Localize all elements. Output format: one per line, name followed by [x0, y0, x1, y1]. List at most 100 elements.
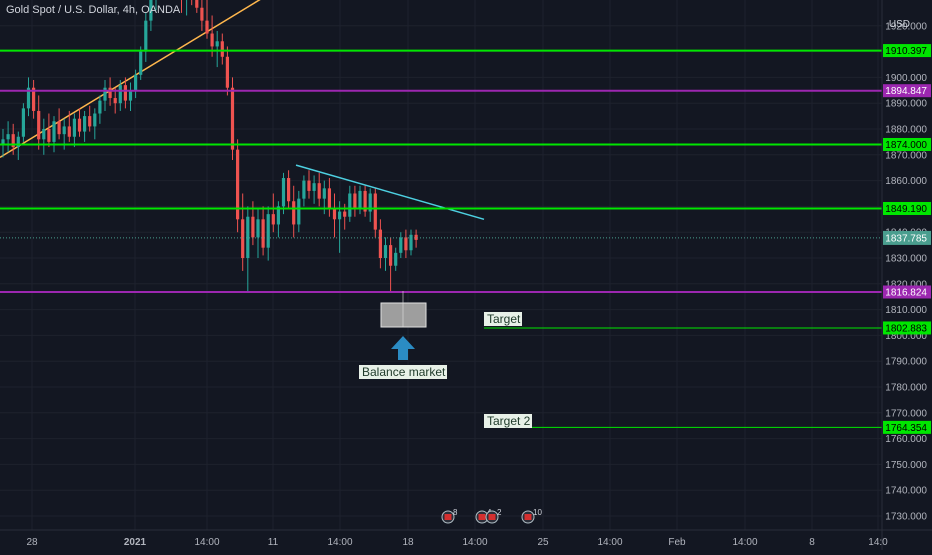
- candle-body: [287, 178, 291, 202]
- candle-body: [47, 129, 51, 142]
- candle-body: [236, 149, 240, 220]
- candle-body: [67, 126, 71, 137]
- balance-zone-box[interactable]: [380, 302, 427, 328]
- candle-body: [297, 198, 301, 225]
- event-flag-mark: [488, 514, 496, 520]
- currency-label: USD: [888, 19, 910, 30]
- level-price-tag-bg: [883, 44, 931, 58]
- candle-body: [32, 87, 36, 111]
- candle-body: [292, 201, 296, 225]
- balance-market-label-bg: [359, 365, 447, 379]
- candle-body: [409, 234, 413, 251]
- x-tick-label: 2021: [124, 537, 147, 548]
- candle-body: [11, 134, 15, 148]
- last-price-tag: 1837.785: [885, 233, 927, 244]
- candle-body: [37, 110, 41, 140]
- y-tick-label: 1920.000: [885, 21, 927, 32]
- candle-body: [230, 87, 235, 150]
- level-price-tag-bg: [883, 137, 931, 151]
- candle-body: [16, 136, 20, 148]
- candle-body: [128, 90, 133, 101]
- candle-body: [62, 126, 66, 135]
- candle-body: [373, 193, 377, 230]
- event-flag-mark: [524, 514, 532, 520]
- candle-body: [149, 0, 153, 21]
- candle-body: [26, 87, 31, 109]
- candle-body: [21, 108, 25, 137]
- level-price-tag: 1802.883: [885, 323, 927, 334]
- level-price-tag-bg: [883, 420, 931, 434]
- candle-body: [113, 98, 117, 104]
- candle-body: [363, 190, 367, 212]
- candle-body: [332, 208, 337, 220]
- candle-body: [322, 188, 326, 199]
- candle-body: [93, 113, 97, 127]
- candle-body: [338, 211, 342, 220]
- candle-body: [118, 85, 122, 104]
- level-price-tag: 1849.190: [885, 204, 927, 215]
- chart-title: Gold Spot / U.S. Dollar, 4h, OANDA: [6, 4, 181, 16]
- candle-body: [134, 74, 138, 91]
- candle-body: [302, 180, 306, 199]
- candle-body: [98, 100, 102, 114]
- y-tick-label: 1750.000: [885, 460, 927, 471]
- x-tick-label: 14:0: [868, 537, 888, 548]
- x-tick-label: 18: [402, 537, 414, 548]
- candle-body: [215, 41, 219, 47]
- candle-body: [42, 129, 46, 140]
- candle-body: [139, 51, 143, 75]
- candle-body: [281, 178, 286, 207]
- candle-body: [144, 20, 148, 52]
- x-tick-label: Feb: [668, 537, 686, 548]
- candle-body: [404, 237, 408, 251]
- downtrend-line[interactable]: [295, 164, 485, 221]
- y-tick-label: 1780.000: [885, 383, 927, 394]
- y-tick-label: 1760.000: [885, 434, 927, 445]
- candle-body: [108, 87, 112, 99]
- x-tick-label: 14:00: [732, 537, 757, 548]
- candle-body: [195, 0, 199, 8]
- level-price-tag-bg: [883, 285, 931, 299]
- candle-body: [251, 216, 255, 238]
- candle-body: [276, 206, 280, 225]
- candle-body: [210, 33, 214, 47]
- candle-body: [57, 121, 61, 135]
- level-price-tag: 1816.824: [885, 287, 927, 298]
- y-tick-label: 1800.000: [885, 331, 927, 342]
- candle-body: [358, 190, 362, 209]
- candle-body: [220, 41, 224, 57]
- x-tick-label: 11: [268, 537, 279, 548]
- candle-body: [205, 20, 209, 34]
- candle-body: [399, 237, 403, 253]
- candle-body: [123, 85, 127, 101]
- candle-body: [256, 219, 260, 238]
- level-price-tag: 1874.000: [885, 140, 927, 151]
- candle-body: [343, 211, 347, 217]
- x-tick-label: 28: [26, 537, 38, 548]
- candle-body: [312, 183, 316, 191]
- y-tick-label: 1830.000: [885, 254, 927, 265]
- x-tick-label: 8: [809, 537, 815, 548]
- target-2-label: Target 2: [487, 414, 531, 428]
- candle-body: [72, 118, 76, 137]
- candle-body: [246, 216, 250, 258]
- y-tick-label: 1890.000: [885, 99, 927, 110]
- candle-body: [103, 87, 107, 101]
- y-tick-label: 1730.000: [885, 512, 927, 523]
- y-tick-label: 1820.000: [885, 279, 927, 290]
- event-marker-count: 8: [453, 508, 458, 517]
- arrow-up-icon: [391, 336, 415, 360]
- y-tick-label: 1900.000: [885, 73, 927, 84]
- candle-body: [77, 118, 82, 132]
- candle-body: [368, 193, 372, 212]
- y-tick-label: 1790.000: [885, 357, 927, 368]
- candle-body: [317, 183, 321, 199]
- level-price-tag-bg: [883, 321, 931, 335]
- last-price-tag-bg: [883, 230, 931, 245]
- level-price-tag-bg: [883, 84, 931, 98]
- x-tick-label: 14:00: [597, 537, 622, 548]
- candle-body: [327, 188, 331, 209]
